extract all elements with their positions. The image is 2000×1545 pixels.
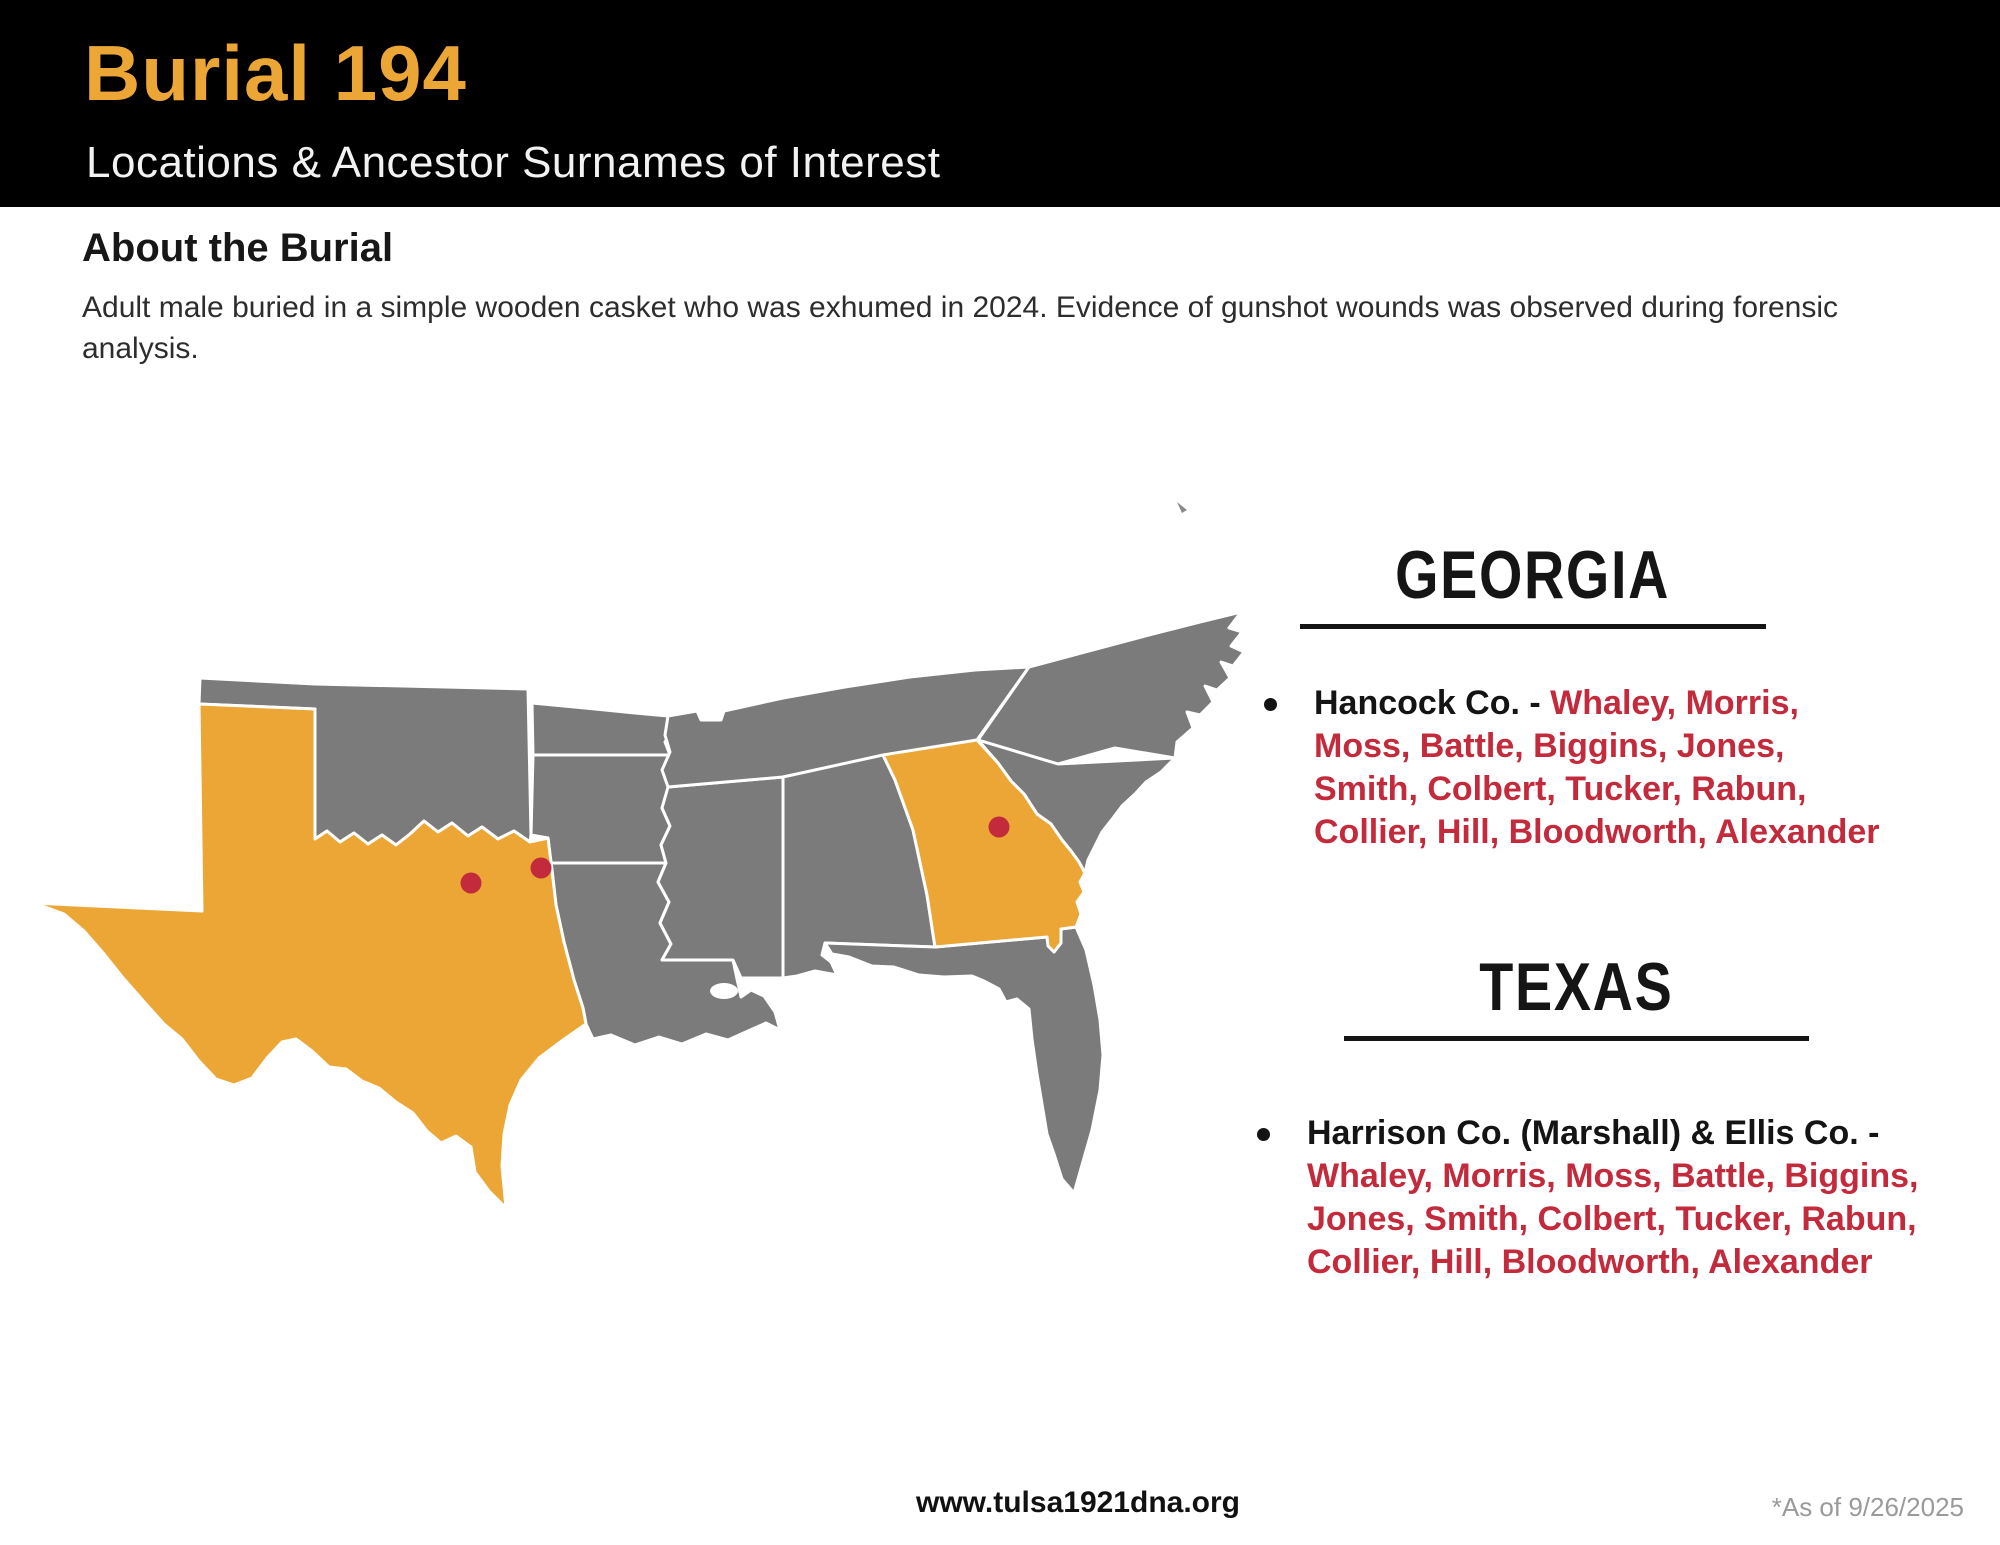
texas-surname-list: Harrison Co. (Marshall) & Ellis Co. - Wh…: [1255, 1112, 1970, 1284]
location-dot: [530, 857, 552, 879]
map-svg: [30, 502, 1246, 1210]
list-item-georgia: Hancock Co. - Whaley, Morris, Moss, Batt…: [1262, 682, 1882, 854]
map-state-texas: [30, 702, 588, 1210]
map-state-georgia: [881, 738, 1087, 954]
location-dots: [460, 816, 1010, 894]
location-dot: [988, 816, 1010, 838]
georgia-county-label: Hancock Co. -: [1314, 684, 1551, 722]
page-title: Burial 194: [84, 29, 467, 117]
map-state-florida: [823, 925, 1105, 1195]
header-band: Burial 194 Locations & Ancestor Surnames…: [0, 0, 2000, 207]
about-body-text: Adult male buried in a simple wooden cas…: [82, 291, 1839, 365]
georgia-surnames: Whaley, Morris, Moss, Battle, Biggins, J…: [1314, 684, 1880, 851]
coast-speck: [1177, 502, 1187, 513]
georgia-surname-list: Hancock Co. - Whaley, Morris, Moss, Batt…: [1262, 682, 1882, 854]
location-dot: [460, 872, 482, 894]
map-state-mississippi: [656, 775, 785, 980]
map-state-missouri: [530, 701, 675, 757]
list-item-texas: Harrison Co. (Marshall) & Ellis Co. - Wh…: [1255, 1112, 1970, 1284]
section-texas: TEXAS: [1336, 948, 1816, 1041]
us-south-map: [25, 390, 1255, 1250]
texas-county-label: Harrison Co. (Marshall) & Ellis Co. -: [1307, 1114, 1880, 1152]
lake-pontchartrain: [710, 983, 738, 999]
texas-heading-rule: [1343, 1036, 1809, 1041]
section-georgia: GEORGIA: [1293, 536, 1773, 629]
map-state-north-carolina: [976, 610, 1246, 766]
website-link[interactable]: www.tulsa1921dna.org: [916, 1486, 1240, 1519]
page-subtitle: Locations & Ancestor Surnames of Interes…: [86, 138, 941, 187]
about-heading: About the Burial: [82, 226, 394, 270]
map-state-arkansas: [529, 753, 673, 865]
texas-surnames: Whaley, Morris, Moss, Battle, Biggins, J…: [1307, 1157, 1919, 1281]
texas-heading: TEXAS: [1478, 949, 1674, 1025]
georgia-heading: GEORGIA: [1395, 537, 1671, 613]
georgia-heading-rule: [1300, 624, 1766, 629]
as-of-date: *As of 9/26/2025: [1771, 1492, 1964, 1522]
